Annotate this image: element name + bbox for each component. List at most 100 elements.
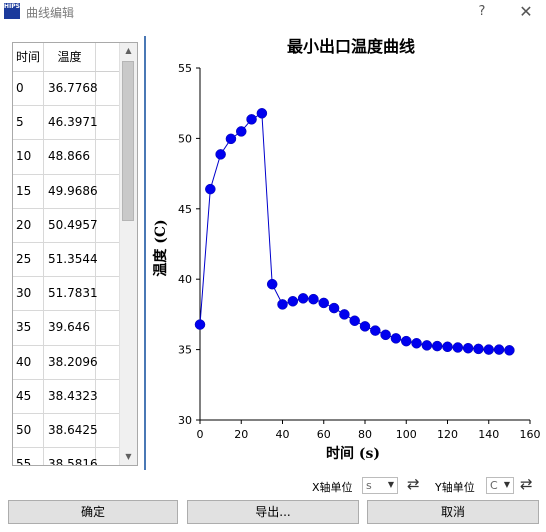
y-tick-label: 40 bbox=[178, 273, 192, 286]
header-time[interactable]: 时间 bbox=[13, 43, 44, 71]
data-point bbox=[370, 325, 381, 336]
data-point bbox=[297, 293, 309, 304]
data-point bbox=[390, 333, 402, 344]
data-point bbox=[308, 293, 319, 305]
y-tick-label: 45 bbox=[178, 203, 192, 216]
cell-time[interactable]: 45 bbox=[13, 379, 44, 413]
data-point bbox=[442, 341, 453, 353]
cell-temperature[interactable]: 38.5816 bbox=[44, 448, 98, 465]
x-swap-icon[interactable]: ⇄ bbox=[407, 475, 420, 493]
table-scrollbar[interactable]: ▲ ▼ bbox=[119, 43, 137, 465]
data-point bbox=[349, 315, 360, 326]
x-tick-label: 100 bbox=[396, 428, 417, 441]
cell-time[interactable]: 50 bbox=[13, 413, 44, 448]
data-point bbox=[287, 296, 299, 307]
x-tick-label: 80 bbox=[358, 428, 372, 441]
cell-temperature[interactable]: 38.4323 bbox=[44, 379, 98, 413]
scroll-down-arrow-icon[interactable]: ▼ bbox=[125, 452, 132, 461]
scroll-thumb[interactable] bbox=[122, 61, 134, 221]
cell-temperature[interactable]: 51.3544 bbox=[44, 242, 98, 277]
cell-time[interactable]: 30 bbox=[13, 277, 44, 311]
x-tick-label: 40 bbox=[276, 428, 290, 441]
data-point bbox=[504, 345, 515, 356]
table-row[interactable]: 50 38.6425 bbox=[13, 413, 119, 449]
cell-time[interactable]: 20 bbox=[13, 208, 44, 242]
data-point bbox=[431, 340, 443, 352]
x-tick-label: 120 bbox=[437, 428, 458, 441]
data-table[interactable]: 时间 温度 0 36.7768 5 46.3971 10 48.866 15 49.9686 2… bbox=[12, 42, 138, 466]
y-unit-select[interactable]: C ▼ bbox=[486, 477, 514, 494]
table-header: 时间 温度 bbox=[13, 43, 119, 72]
help-button[interactable]: ? bbox=[478, 4, 486, 19]
y-tick-label: 50 bbox=[178, 132, 192, 145]
data-point bbox=[421, 340, 433, 351]
x-tick-label: 0 bbox=[197, 428, 204, 441]
cell-time[interactable]: 40 bbox=[13, 345, 44, 379]
x-unit-select[interactable]: s ▼ bbox=[362, 477, 398, 494]
window-title: 曲线编辑 bbox=[26, 6, 75, 20]
series-line bbox=[199, 112, 510, 351]
cell-temperature[interactable]: 38.6425 bbox=[44, 413, 98, 448]
table-row[interactable]: 25 51.3544 bbox=[13, 242, 119, 278]
cell-time[interactable]: 25 bbox=[13, 242, 44, 277]
table-row[interactable]: 55 38.5816 bbox=[13, 448, 119, 465]
app-icon: HIPS bbox=[4, 3, 20, 19]
cell-temperature[interactable]: 36.7768 bbox=[44, 72, 98, 106]
cell-temperature[interactable]: 46.3971 bbox=[44, 106, 98, 140]
cell-time[interactable]: 15 bbox=[13, 174, 44, 208]
cell-time[interactable]: 35 bbox=[13, 311, 44, 345]
cell-temperature[interactable]: 50.4957 bbox=[44, 208, 98, 242]
table-row[interactable]: 30 51.7831 bbox=[13, 277, 119, 312]
data-point bbox=[411, 338, 422, 349]
table-row[interactable]: 35 39.646 bbox=[13, 311, 119, 346]
cell-temperature[interactable]: 38.2096 bbox=[44, 345, 98, 379]
y-unit-value: C bbox=[490, 479, 498, 492]
table-row[interactable]: 45 38.4323 bbox=[13, 379, 119, 414]
table-row[interactable]: 20 50.4957 bbox=[13, 208, 119, 243]
y-swap-icon[interactable]: ⇄ bbox=[520, 475, 533, 493]
ok-button[interactable]: 确定 bbox=[8, 500, 178, 524]
table-row[interactable]: 10 48.866 bbox=[13, 140, 119, 175]
data-point bbox=[380, 329, 391, 341]
data-point bbox=[225, 133, 237, 145]
scroll-up-arrow-icon[interactable]: ▲ bbox=[125, 46, 132, 55]
export-button[interactable]: 导出... bbox=[187, 500, 359, 524]
cell-time[interactable]: 5 bbox=[13, 106, 44, 140]
chart-title: 最小出口温度曲线 bbox=[287, 37, 415, 56]
panel-splitter[interactable] bbox=[144, 36, 146, 470]
cell-temperature[interactable]: 49.9686 bbox=[44, 174, 98, 208]
x-tick-label: 160 bbox=[520, 428, 541, 441]
data-point bbox=[256, 108, 268, 119]
cell-temperature[interactable]: 51.7831 bbox=[44, 277, 98, 311]
cell-time[interactable]: 0 bbox=[13, 72, 44, 106]
cell-time[interactable]: 55 bbox=[13, 448, 44, 465]
table-row[interactable]: 0 36.7768 bbox=[13, 72, 119, 107]
y-tick-label: 30 bbox=[178, 414, 192, 427]
data-point bbox=[236, 126, 247, 137]
x-unit-label: X轴单位 bbox=[312, 481, 353, 494]
data-point bbox=[483, 344, 494, 355]
close-button[interactable]: ✕ bbox=[519, 2, 533, 21]
data-point bbox=[452, 342, 464, 353]
x-tick-label: 20 bbox=[234, 428, 248, 441]
x-tick-label: 140 bbox=[478, 428, 499, 441]
y-tick-label: 35 bbox=[178, 344, 192, 357]
data-point bbox=[246, 114, 257, 125]
table-row[interactable]: 15 49.9686 bbox=[13, 174, 119, 209]
data-point bbox=[266, 278, 278, 290]
data-point bbox=[339, 309, 350, 320]
data-point bbox=[277, 299, 288, 310]
cell-temperature[interactable]: 39.646 bbox=[44, 311, 96, 345]
data-point bbox=[194, 319, 206, 330]
cell-time[interactable]: 10 bbox=[13, 140, 44, 174]
temperature-chart: 最小出口温度曲线 30 35 40 45 50 55 0 20 40 60 80 100 120 140 16… bbox=[150, 30, 546, 476]
header-temperature[interactable]: 温度 bbox=[44, 43, 96, 71]
y-tick-label: 55 bbox=[178, 62, 192, 75]
data-point bbox=[359, 321, 371, 332]
data-point bbox=[328, 302, 340, 314]
table-row[interactable]: 40 38.2096 bbox=[13, 345, 119, 380]
cancel-button[interactable]: 取消 bbox=[367, 500, 539, 524]
y-unit-label: Y轴单位 bbox=[435, 481, 475, 494]
table-row[interactable]: 5 46.3971 bbox=[13, 106, 119, 141]
cell-temperature[interactable]: 48.866 bbox=[44, 140, 96, 174]
